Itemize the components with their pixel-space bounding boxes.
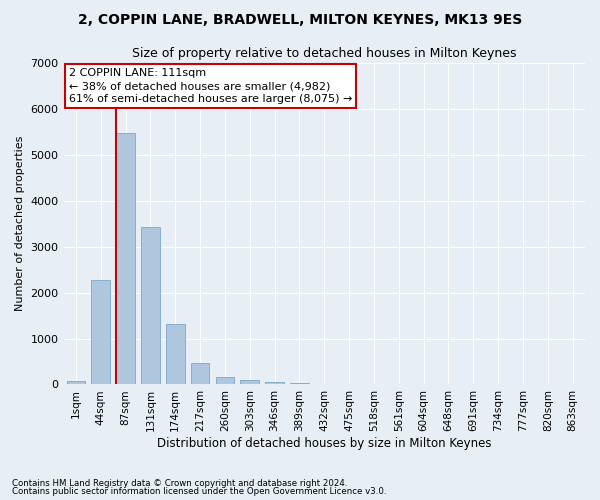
Text: 2, COPPIN LANE, BRADWELL, MILTON KEYNES, MK13 9ES: 2, COPPIN LANE, BRADWELL, MILTON KEYNES,… [78,12,522,26]
Bar [265,382,284,384]
Text: 2 COPPIN LANE: 111sqm
← 38% of detached houses are smaller (4,982)
61% of semi-d: 2 COPPIN LANE: 111sqm ← 38% of detached … [69,68,352,104]
Bar [91,280,110,384]
Y-axis label: Number of detached properties: Number of detached properties [15,136,25,312]
Bar [116,133,135,384]
Bar [166,324,185,384]
Bar [290,383,309,384]
Bar [241,380,259,384]
Title: Size of property relative to detached houses in Milton Keynes: Size of property relative to detached ho… [132,48,517,60]
Text: Contains public sector information licensed under the Open Government Licence v3: Contains public sector information licen… [12,487,386,496]
Bar [67,381,85,384]
Bar [141,227,160,384]
X-axis label: Distribution of detached houses by size in Milton Keynes: Distribution of detached houses by size … [157,437,491,450]
Bar [191,363,209,384]
Text: Contains HM Land Registry data © Crown copyright and database right 2024.: Contains HM Land Registry data © Crown c… [12,478,347,488]
Bar [215,377,234,384]
